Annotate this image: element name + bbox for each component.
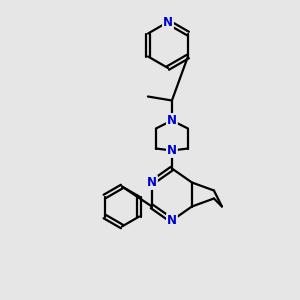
Text: N: N <box>167 114 177 127</box>
Text: N: N <box>147 176 157 189</box>
Text: N: N <box>163 16 173 28</box>
Text: N: N <box>167 144 177 157</box>
Text: N: N <box>167 214 177 227</box>
